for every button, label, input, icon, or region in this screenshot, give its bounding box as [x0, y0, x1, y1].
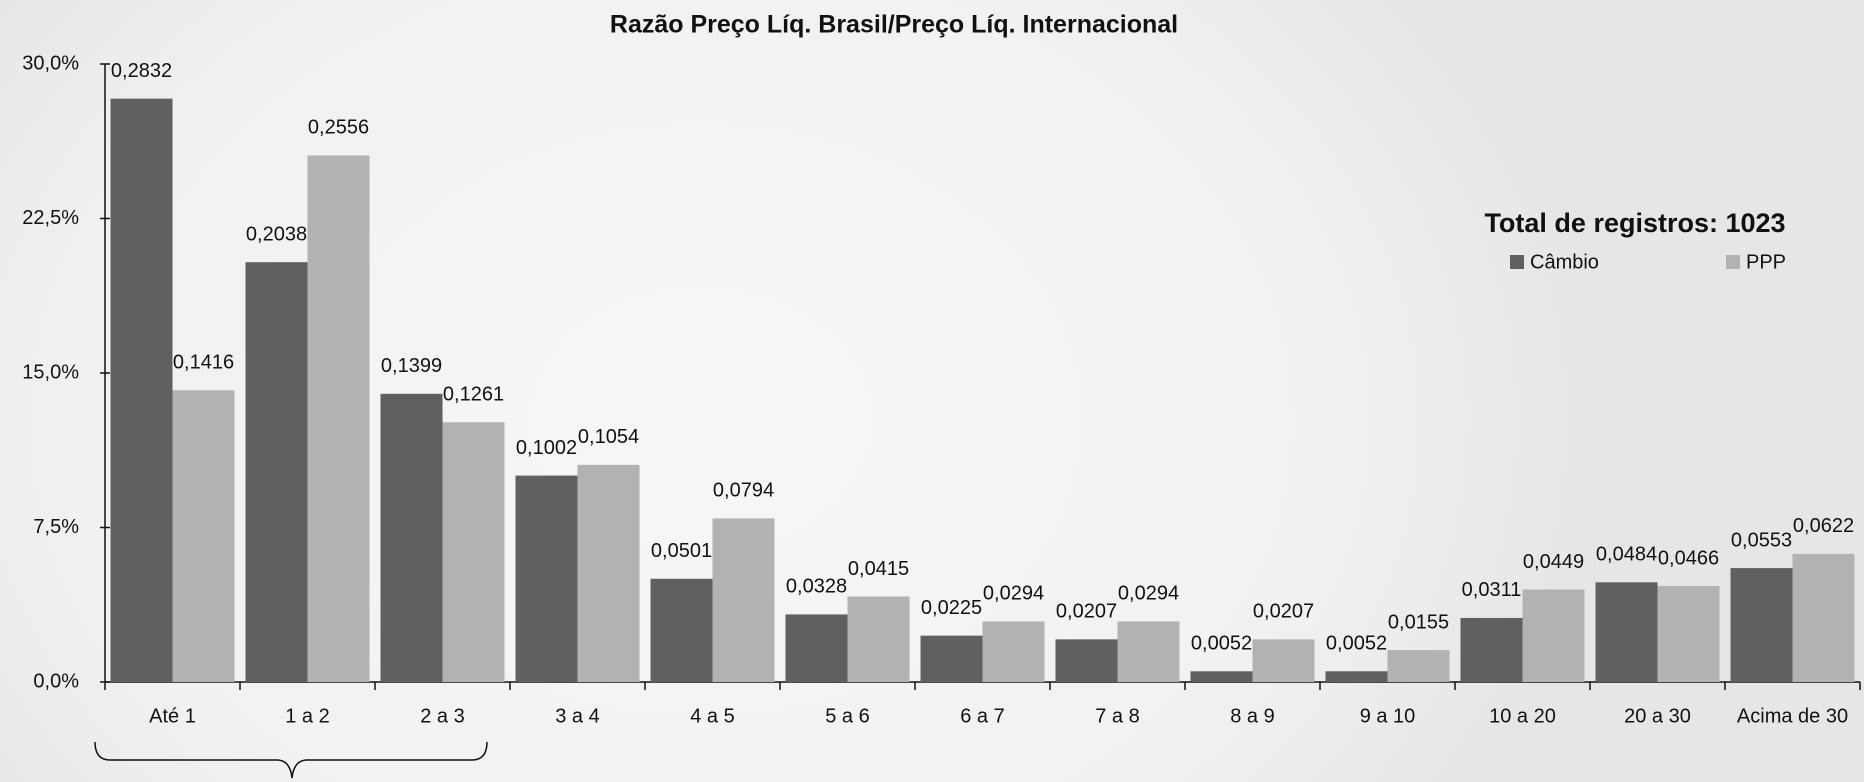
value-label: 0,0466	[1658, 547, 1719, 569]
bar	[245, 262, 308, 682]
value-label: 0,0052	[1191, 633, 1252, 655]
bar	[307, 155, 370, 683]
x-tick-label: 7 a 8	[1095, 705, 1139, 727]
value-label: 0,0294	[983, 583, 1044, 605]
bar	[982, 621, 1045, 682]
bracket	[94, 741, 488, 779]
value-label: 0,0484	[1596, 544, 1657, 566]
x-tick-label: Acima de 30	[1737, 705, 1848, 727]
value-label: 0,0052	[1326, 633, 1387, 655]
value-label: 0,0501	[651, 540, 712, 562]
value-label: 0,0449	[1523, 551, 1584, 573]
x-tick-label: 9 a 10	[1360, 705, 1416, 727]
value-label: 0,0328	[786, 576, 847, 598]
bar	[110, 98, 173, 682]
bar	[380, 393, 443, 682]
chart-title: Razão Preço Líq. Brasil/Preço Líq. Inter…	[610, 11, 1178, 39]
y-tick-label: 7,5%	[33, 516, 79, 538]
bar	[1387, 650, 1450, 682]
x-tick-label: 5 a 6	[825, 705, 869, 727]
x-tick-label: 4 a 5	[690, 705, 734, 727]
bar	[1190, 671, 1253, 682]
bar	[1595, 582, 1658, 682]
bar	[712, 518, 775, 682]
bar	[515, 475, 578, 682]
x-tick-label: 1 a 2	[285, 705, 329, 727]
bar	[847, 596, 910, 682]
bar	[1117, 621, 1180, 682]
bar	[1730, 568, 1793, 682]
legend-swatch	[1510, 255, 1524, 269]
value-label: 0,2038	[246, 223, 307, 245]
value-label: 0,1399	[381, 355, 442, 377]
value-label: 0,0415	[848, 558, 909, 580]
value-label: 0,0311	[1462, 579, 1522, 601]
value-label: 0,1002	[516, 437, 577, 459]
bar	[577, 464, 640, 682]
bar	[442, 422, 505, 682]
value-label: 0,2556	[308, 117, 369, 139]
x-tick-label: 2 a 3	[420, 705, 464, 727]
bar	[1522, 589, 1585, 682]
x-tick-label: 6 a 7	[960, 705, 1004, 727]
bar	[1055, 639, 1118, 682]
value-label: 0,1416	[173, 352, 234, 374]
y-tick-label: 0,0%	[33, 670, 79, 692]
value-label: 0,0207	[1253, 601, 1314, 623]
bar	[172, 390, 235, 682]
x-tick-label: 10 a 20	[1489, 705, 1556, 727]
bar	[1657, 586, 1720, 682]
bar	[1252, 639, 1315, 682]
x-tick-label: Até 1	[149, 705, 196, 727]
legend-label: Câmbio	[1530, 251, 1599, 273]
bar	[1325, 671, 1388, 682]
legend-swatch	[1726, 255, 1740, 269]
y-tick-label: 15,0%	[22, 361, 79, 383]
value-label: 0,0622	[1793, 515, 1854, 537]
legend-label: PPP	[1746, 251, 1786, 273]
y-tick-label: 22,5%	[22, 207, 79, 229]
value-label: 0,0553	[1731, 529, 1792, 551]
value-label: 0,0794	[713, 480, 774, 502]
bar	[1460, 617, 1523, 682]
x-tick-label: 8 a 9	[1230, 705, 1274, 727]
bar	[1792, 553, 1855, 682]
y-tick-label: 30,0%	[22, 52, 79, 74]
x-tick-label: 3 a 4	[555, 705, 599, 727]
bar	[920, 635, 983, 682]
x-tick-label: 20 a 30	[1624, 705, 1691, 727]
value-label: 0,0155	[1388, 611, 1449, 633]
value-label: 0,0207	[1056, 601, 1117, 623]
value-label: 0,0294	[1118, 583, 1179, 605]
value-label: 0,1261	[443, 384, 504, 406]
value-label: 0,2832	[111, 60, 172, 82]
value-label: 0,0225	[921, 597, 982, 619]
bar	[650, 578, 713, 682]
bar	[785, 614, 848, 682]
annotation: Total de registros: 1023	[1484, 208, 1785, 238]
value-label: 0,1054	[578, 426, 639, 448]
